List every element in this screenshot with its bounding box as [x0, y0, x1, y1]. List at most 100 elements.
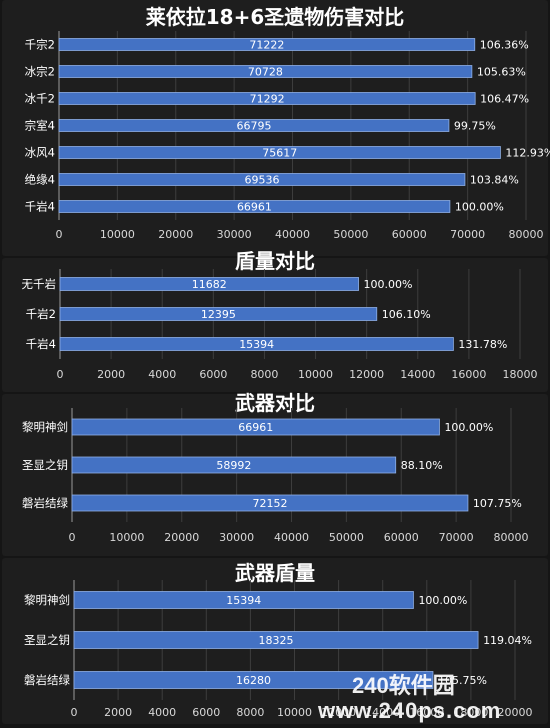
- x-tick-label: 0: [57, 368, 64, 381]
- bar-value-label: 70728: [248, 66, 283, 79]
- bar: [58, 119, 450, 132]
- bar: [59, 337, 454, 351]
- watermark-brand: 240软件园: [352, 673, 455, 698]
- category-label: 圣显之钥: [22, 458, 68, 472]
- chart-title: 莱依拉18+6圣遗物伤害对比: [146, 5, 405, 29]
- chart-panel-2: 盾量对比 0 2000 4000 6000 8000 10000 12000 14000 1600…: [2, 249, 548, 392]
- bar-value-label: 16280: [236, 674, 271, 687]
- bar-percent-label: 112.93%: [505, 147, 550, 160]
- watermark-url: www.240ps.com: [318, 698, 502, 723]
- bar: [58, 173, 466, 186]
- bar: [58, 200, 451, 213]
- x-tick-label: 8000: [250, 368, 278, 381]
- x-tick-label: 0: [69, 531, 76, 544]
- x-tick-label: 8000: [236, 706, 264, 719]
- x-tick-label: 4000: [148, 368, 176, 381]
- bar-value-label: 69536: [244, 174, 279, 187]
- x-tick-label: 40000: [274, 531, 309, 544]
- x-tick-label: 0: [56, 228, 63, 241]
- bar-percent-label: 103.84%: [470, 174, 519, 187]
- bar-percent-label: 88.10%: [401, 459, 443, 472]
- x-tick-label: 70000: [439, 531, 474, 544]
- x-tick-label: 20000: [498, 706, 533, 719]
- bar-percent-label: 100.00%: [444, 421, 493, 434]
- x-tick-label: 12000: [321, 706, 356, 719]
- x-tick-label: 80000: [494, 531, 529, 544]
- category-label: 千岩4: [25, 200, 55, 214]
- bar: [59, 277, 359, 291]
- bar: [58, 146, 501, 159]
- chart-panel-1: 莱依拉18+6圣遗物伤害对比 0 10000 20000 30000 40000 50000…: [2, 0, 550, 256]
- bar-percent-label: 105.75%: [438, 674, 487, 687]
- bar-percent-label: 100.00%: [364, 278, 413, 291]
- bar-value-label: 58992: [216, 459, 251, 472]
- category-label: 无千岩: [22, 277, 57, 291]
- x-tick-label: 50000: [329, 531, 364, 544]
- bar-percent-label: 131.78%: [458, 338, 507, 351]
- x-tick-label: 30000: [217, 228, 252, 241]
- x-tick-label: 10000: [100, 228, 135, 241]
- bar: [73, 591, 414, 609]
- x-tick-label: 2000: [97, 368, 125, 381]
- category-label: 冰风4: [25, 146, 55, 160]
- bar: [73, 631, 479, 649]
- bar-value-label: 18325: [259, 634, 294, 647]
- bar-value-label: 71222: [249, 39, 284, 52]
- bar-percent-label: 105.63%: [477, 66, 526, 79]
- x-tick-label: 30000: [219, 531, 254, 544]
- x-tick-label: 80000: [509, 228, 544, 241]
- x-tick-label: 6000: [192, 706, 220, 719]
- x-tick-label: 12000: [349, 368, 384, 381]
- x-tick-label: 10000: [277, 706, 312, 719]
- category-label: 圣显之钥: [24, 633, 70, 647]
- x-tick-label: 6000: [199, 368, 227, 381]
- bar: [71, 418, 440, 436]
- x-tick-label: 0: [71, 706, 78, 719]
- bar-value-label: 75617: [262, 147, 297, 160]
- bar: [58, 38, 476, 51]
- x-tick-label: 10000: [298, 368, 333, 381]
- bar: [71, 456, 397, 474]
- bar-value-label: 12395: [201, 308, 236, 321]
- bar-percent-label: 106.47%: [480, 93, 529, 106]
- x-tick-label: 50000: [333, 228, 368, 241]
- chart-panel-3: 武器对比 0 10000 20000 30000 40000 50000 60000 70000…: [2, 391, 548, 556]
- x-tick-label: 10000: [109, 531, 144, 544]
- category-label: 宗室4: [25, 119, 55, 133]
- bar-percent-label: 100.00%: [418, 594, 467, 607]
- bar-value-label: 71292: [250, 93, 285, 106]
- category-label: 冰千2: [25, 92, 55, 106]
- bar-percent-label: 100.00%: [455, 201, 504, 214]
- category-label: 千岩2: [26, 307, 56, 321]
- chart-title: 武器对比: [235, 391, 315, 415]
- chart-panel-4: 武器盾量 0 2000 4000 6000 8000 10000 12000 14000 1600…: [2, 558, 548, 724]
- x-tick-label: 16000: [451, 368, 486, 381]
- bar-percent-label: 119.04%: [483, 634, 532, 647]
- category-label: 绝缘4: [25, 173, 55, 187]
- bar: [58, 92, 476, 105]
- chart-title: 武器盾量: [235, 561, 315, 585]
- x-tick-label: 14000: [365, 706, 400, 719]
- bar-percent-label: 106.10%: [382, 308, 431, 321]
- x-tick-label: 2000: [104, 706, 132, 719]
- bar-value-label: 15394: [226, 594, 261, 607]
- category-label: 千宗2: [25, 38, 55, 52]
- x-tick-label: 16000: [409, 706, 444, 719]
- x-tick-label: 20000: [158, 228, 193, 241]
- bar-value-label: 66961: [238, 421, 273, 434]
- category-label: 磐岩结绿: [24, 673, 70, 687]
- category-label: 千岩4: [26, 337, 56, 351]
- category-label: 磐岩结绿: [22, 496, 68, 510]
- bar: [59, 307, 378, 321]
- bar-value-label: 66961: [237, 201, 272, 214]
- x-tick-label: 18000: [453, 706, 488, 719]
- x-tick-label: 70000: [450, 228, 485, 241]
- chart-title: 盾量对比: [235, 249, 315, 273]
- x-tick-label: 4000: [148, 706, 176, 719]
- bar-value-label: 72152: [252, 497, 287, 510]
- x-tick-label: 60000: [384, 531, 419, 544]
- x-tick-label: 14000: [400, 368, 435, 381]
- category-label: 冰宗2: [25, 65, 55, 79]
